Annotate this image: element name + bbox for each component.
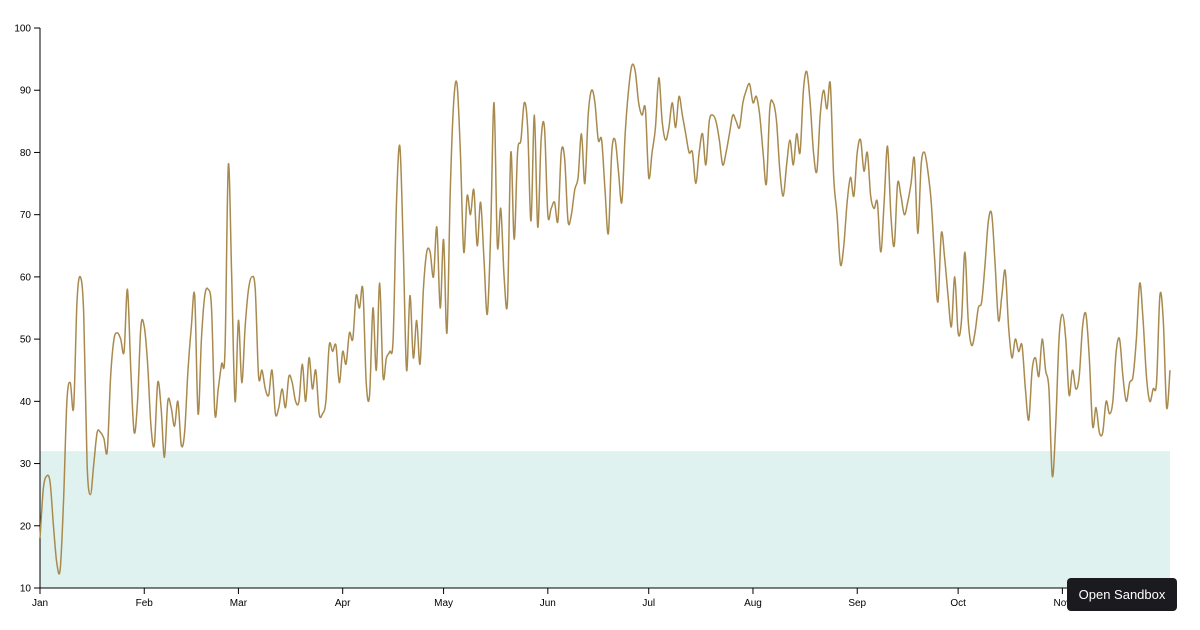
x-tick-label: Mar (230, 598, 248, 609)
y-tick-label: 70 (20, 210, 32, 221)
y-tick-label: 60 (20, 272, 32, 283)
below-threshold-band (40, 451, 1170, 588)
temperature-series-line (39, 63, 1171, 575)
x-tick-label: Jun (540, 598, 556, 609)
x-tick-label: Apr (335, 598, 351, 609)
series-group (39, 63, 1171, 575)
x-tick-label: Oct (950, 598, 966, 609)
y-tick-label: 30 (20, 459, 32, 470)
x-axis: Jan Feb Mar Apr May Jun Jul Aug Sep Oct Nov (32, 587, 1170, 609)
y-tick-label: 90 (20, 86, 32, 97)
open-sandbox-button[interactable]: Open Sandbox (1067, 578, 1177, 611)
y-tick-label: 100 (14, 24, 31, 35)
y-tick-label: 40 (20, 397, 32, 408)
x-tick-label: Sep (848, 598, 866, 609)
x-tick-label: May (434, 598, 453, 609)
y-tick-label: 10 (20, 584, 32, 595)
y-tick-label: 50 (20, 335, 32, 346)
y-tick-label: 80 (20, 148, 32, 159)
x-tick-label: Feb (136, 598, 154, 609)
x-tick-label: Jul (642, 598, 655, 609)
x-tick-label: Jan (32, 598, 48, 609)
y-tick-label: 20 (20, 521, 32, 532)
x-tick-label: Nov (1053, 598, 1071, 609)
x-tick-label: Aug (744, 598, 762, 609)
y-axis: 10 20 30 40 50 60 70 80 90 100 (14, 24, 41, 595)
